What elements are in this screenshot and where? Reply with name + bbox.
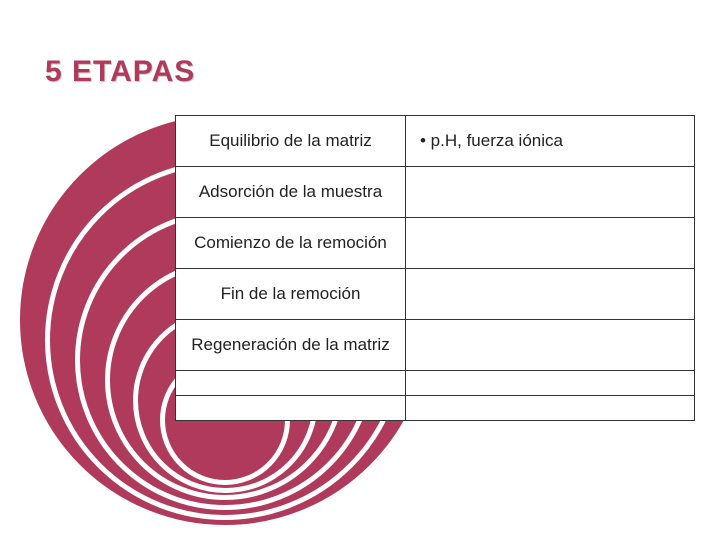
stage-label: Equilibrio de la matriz: [176, 116, 406, 166]
stage-detail: [406, 218, 694, 268]
table-row: Regeneración de la matriz: [175, 319, 695, 371]
page-title: 5 ETAPAS: [45, 55, 195, 89]
table-row: Fin de la remoción: [175, 268, 695, 320]
stage-detail: [406, 396, 694, 420]
stage-label: Fin de la remoción: [176, 269, 406, 319]
table-row: Adsorción de la muestra: [175, 166, 695, 218]
stage-detail: [406, 269, 694, 319]
stages-table: Equilibrio de la matriz • p.H, fuerza ió…: [175, 115, 695, 420]
table-row: Equilibrio de la matriz • p.H, fuerza ió…: [175, 115, 695, 167]
table-row: [175, 395, 695, 421]
stage-detail: [406, 371, 694, 395]
stage-label: Adsorción de la muestra: [176, 167, 406, 217]
stage-label: [176, 371, 406, 395]
stage-detail: [406, 320, 694, 370]
stage-detail: • p.H, fuerza iónica: [406, 116, 694, 166]
stage-label: [176, 396, 406, 420]
stage-label: Comienzo de la remoción: [176, 218, 406, 268]
table-row: Comienzo de la remoción: [175, 217, 695, 269]
table-row: [175, 370, 695, 396]
stage-label: Regeneración de la matriz: [176, 320, 406, 370]
stage-detail: [406, 167, 694, 217]
